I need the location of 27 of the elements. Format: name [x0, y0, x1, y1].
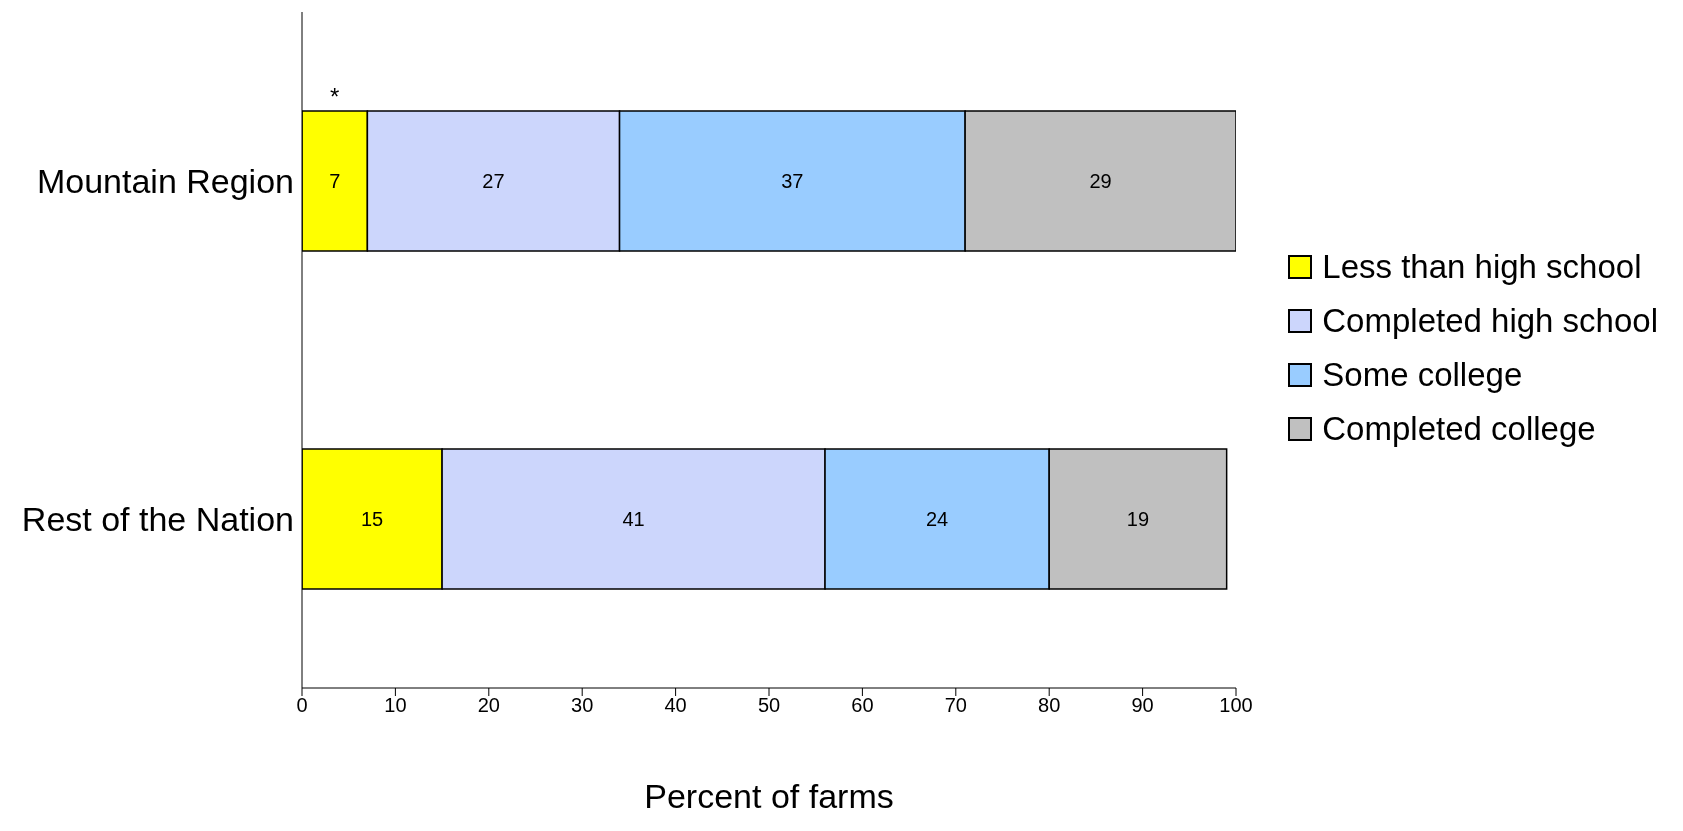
data-label: 19 — [1126, 508, 1150, 531]
x-tick-label: 10 — [384, 694, 407, 717]
legend-label: Completed high school — [1322, 302, 1658, 340]
x-tick-label: 20 — [477, 694, 500, 717]
x-tick-label: 30 — [571, 694, 594, 717]
legend-label: Completed college — [1322, 410, 1596, 448]
data-label: 37 — [781, 170, 804, 193]
x-tick-label: 0 — [296, 694, 308, 717]
data-label: 27 — [482, 170, 505, 193]
data-label: 41 — [622, 508, 645, 531]
y-tick-label: Rest of the Nation — [21, 500, 294, 539]
x-axis-title: Percent of farms — [644, 777, 894, 815]
y-tick-label: Mountain Region — [36, 162, 294, 201]
data-label: 15 — [360, 508, 384, 531]
data-label: 7 — [329, 170, 341, 193]
x-tick-label: 70 — [944, 694, 967, 717]
data-label: 29 — [1089, 170, 1112, 193]
data-label: 24 — [925, 508, 949, 531]
legend-label: Less than high school — [1322, 248, 1642, 286]
x-tick-label: 80 — [1038, 694, 1061, 717]
x-tick-label: 100 — [1219, 694, 1253, 717]
x-tick-label: 40 — [664, 694, 687, 717]
legend-label: Some college — [1322, 356, 1523, 394]
x-tick-label: 60 — [851, 694, 874, 717]
x-tick-label: 50 — [757, 694, 781, 717]
annotation: * — [330, 83, 340, 110]
x-tick-label: 90 — [1131, 694, 1154, 717]
